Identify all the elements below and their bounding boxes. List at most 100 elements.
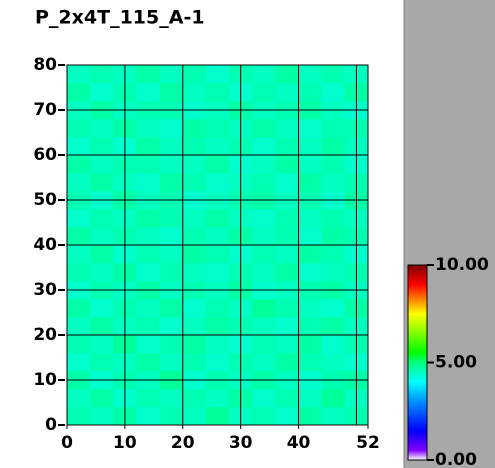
heatmap-cell xyxy=(298,83,322,102)
y-tick-label: 40 xyxy=(33,235,57,255)
heatmap-cell xyxy=(136,299,160,318)
heatmap-cell xyxy=(205,335,230,354)
heatmap-cell xyxy=(275,65,299,84)
heatmap-cell xyxy=(136,389,160,408)
y-tick-label: 70 xyxy=(33,100,57,120)
heatmap-cell xyxy=(67,299,91,318)
heatmap-cell xyxy=(136,119,160,138)
heatmap-cell xyxy=(205,245,230,264)
heatmap-cell xyxy=(205,65,230,84)
heatmap-cell xyxy=(252,173,276,192)
heatmap-cell xyxy=(298,245,322,264)
heatmap-cell xyxy=(90,173,114,192)
y-tick-label: 0 xyxy=(45,415,57,435)
heatmap-cell xyxy=(321,227,346,246)
colorbar-tick-label: 0.00 xyxy=(435,450,477,468)
heatmap-cell xyxy=(159,209,184,228)
heatmap-cell xyxy=(90,137,114,156)
heatmap-cell xyxy=(252,299,276,318)
heatmap-cell xyxy=(275,173,299,192)
heatmap-cell xyxy=(67,119,91,138)
heatmap-cell xyxy=(90,119,114,138)
heatmap-cell xyxy=(252,263,276,282)
plot-frame xyxy=(66,64,369,426)
heatmap-cell xyxy=(90,263,114,282)
heatmap-cell xyxy=(182,137,207,156)
heatmap-cell xyxy=(205,209,230,228)
heatmap-cell xyxy=(275,407,299,426)
x-tick-label: 30 xyxy=(229,433,253,453)
heatmap-cell xyxy=(275,353,299,372)
heatmap-cell xyxy=(205,227,230,246)
heatmap-cell xyxy=(252,245,276,264)
heatmap-cell xyxy=(321,83,346,102)
heatmap-cell xyxy=(275,335,299,354)
y-tick-label: 10 xyxy=(33,370,57,390)
heatmap-cell xyxy=(182,353,207,372)
heatmap-cell xyxy=(205,155,230,174)
heatmap-cell xyxy=(159,317,184,336)
heatmap-cell xyxy=(67,335,91,354)
heatmap-cell xyxy=(159,263,184,282)
heatmap-cell xyxy=(136,155,160,174)
heatmap-cell xyxy=(298,173,322,192)
heatmap-cell xyxy=(67,245,91,264)
heatmap-cell xyxy=(298,389,322,408)
heatmap-cell xyxy=(90,299,114,318)
colorbar-tick-label: 10.00 xyxy=(435,255,489,275)
heatmap-cell xyxy=(275,209,299,228)
heatmap-cell xyxy=(67,83,91,102)
heatmap-cell xyxy=(298,407,322,426)
heatmap-cell xyxy=(205,317,230,336)
heatmap-cell xyxy=(252,137,276,156)
heatmap-cell xyxy=(321,137,346,156)
heatmap-cell xyxy=(159,119,184,138)
heatmap-cell xyxy=(159,65,184,84)
y-tick-label: 60 xyxy=(33,145,57,165)
heatmap-cell xyxy=(90,155,114,174)
heatmap-cell xyxy=(159,245,184,264)
heatmap-cell xyxy=(90,389,114,408)
heatmap-cell xyxy=(321,65,346,84)
x-tick-label: 40 xyxy=(287,433,311,453)
heatmap-cell xyxy=(321,389,346,408)
heatmap-cell xyxy=(159,353,184,372)
heatmap-cell xyxy=(182,335,207,354)
heatmap-cell xyxy=(159,389,184,408)
heatmap-cell xyxy=(136,335,160,354)
heatmap-cell xyxy=(136,245,160,264)
heatmap-cell xyxy=(298,299,322,318)
heatmap-cell xyxy=(205,137,230,156)
heatmap-cell xyxy=(90,227,114,246)
heatmap-cell xyxy=(136,353,160,372)
heatmap-cell xyxy=(275,155,299,174)
heatmap-cell xyxy=(298,353,322,372)
heatmap-cell xyxy=(136,263,160,282)
heatmap-cell xyxy=(275,299,299,318)
heatmap-cell xyxy=(136,227,160,246)
heatmap-cell xyxy=(275,83,299,102)
heatmap-cell xyxy=(182,83,207,102)
heatmap-cell xyxy=(182,155,207,174)
heatmap-cell xyxy=(321,299,346,318)
heatmap-cell xyxy=(252,407,276,426)
heatmap-cell xyxy=(67,209,91,228)
heatmap-cell xyxy=(205,389,230,408)
heatmap-cell xyxy=(252,227,276,246)
heatmap-cell xyxy=(182,65,207,84)
heatmap-cell xyxy=(321,155,346,174)
heatmap-cell xyxy=(90,317,114,336)
heatmap-cell xyxy=(275,227,299,246)
heatmap-cell xyxy=(182,263,207,282)
heatmap-cell xyxy=(205,83,230,102)
heatmap-cell xyxy=(159,137,184,156)
heatmap-cell xyxy=(182,299,207,318)
heatmap-cell xyxy=(205,353,230,372)
heatmap-cell xyxy=(321,209,346,228)
x-tick-label: 10 xyxy=(113,433,137,453)
heatmap-cell xyxy=(136,83,160,102)
heatmap-cell xyxy=(298,317,322,336)
y-tick-label: 20 xyxy=(33,325,57,345)
heatmap-cell xyxy=(90,209,114,228)
